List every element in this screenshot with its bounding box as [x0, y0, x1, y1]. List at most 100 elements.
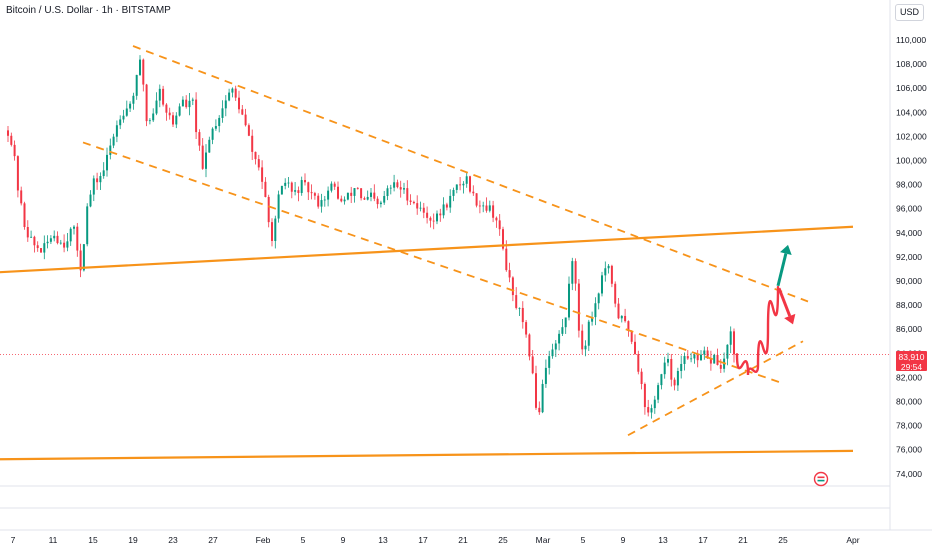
candle[interactable]	[409, 194, 412, 205]
candle[interactable]	[73, 225, 75, 235]
candle[interactable]	[257, 154, 260, 171]
candle[interactable]	[419, 201, 422, 212]
candle[interactable]	[690, 352, 693, 363]
candle[interactable]	[370, 187, 372, 202]
candle[interactable]	[366, 190, 369, 201]
candle[interactable]	[69, 227, 72, 246]
candle[interactable]	[386, 185, 389, 201]
candle[interactable]	[40, 247, 42, 253]
candle[interactable]	[492, 200, 495, 223]
candle[interactable]	[115, 120, 118, 143]
candle[interactable]	[89, 190, 92, 208]
candle[interactable]	[528, 333, 531, 361]
candle[interactable]	[607, 263, 610, 274]
candles[interactable]	[7, 55, 735, 419]
candle[interactable]	[571, 257, 574, 291]
candle[interactable]	[535, 365, 537, 410]
candle[interactable]	[294, 181, 297, 196]
candle[interactable]	[680, 355, 683, 379]
candle[interactable]	[356, 186, 359, 190]
candle[interactable]	[198, 129, 201, 151]
trendline-upper-horizontal[interactable]	[0, 225, 854, 274]
candle[interactable]	[700, 350, 702, 361]
candle[interactable]	[442, 197, 445, 219]
candle[interactable]	[482, 201, 485, 213]
candle[interactable]	[630, 330, 633, 345]
candle[interactable]	[604, 261, 607, 282]
candle[interactable]	[568, 276, 570, 321]
candle[interactable]	[30, 230, 33, 239]
trendlines[interactable]	[0, 45, 854, 461]
candle[interactable]	[49, 235, 52, 245]
candle[interactable]	[538, 401, 541, 415]
candle[interactable]	[383, 190, 386, 205]
candle[interactable]	[360, 187, 363, 201]
trendline-rising-support[interactable]	[627, 340, 804, 437]
candle[interactable]	[495, 216, 498, 228]
price-area[interactable]	[0, 45, 890, 509]
candle[interactable]	[56, 231, 59, 245]
candle[interactable]	[264, 177, 267, 198]
candle[interactable]	[43, 235, 46, 260]
candle[interactable]	[333, 181, 336, 190]
candle[interactable]	[122, 109, 125, 123]
candle[interactable]	[119, 115, 122, 130]
candle[interactable]	[16, 155, 19, 198]
candle[interactable]	[224, 95, 227, 117]
candle[interactable]	[640, 368, 643, 390]
candle[interactable]	[614, 281, 617, 308]
candle[interactable]	[713, 353, 716, 364]
candle[interactable]	[33, 235, 36, 253]
candle[interactable]	[627, 320, 630, 337]
candle[interactable]	[577, 278, 580, 338]
candle[interactable]	[465, 172, 468, 188]
candle[interactable]	[53, 230, 56, 242]
red-arrow-icon[interactable]	[777, 287, 796, 325]
candle[interactable]	[541, 379, 544, 414]
candle[interactable]	[455, 184, 458, 194]
candle[interactable]	[188, 93, 191, 116]
candle[interactable]	[594, 297, 597, 326]
candle[interactable]	[320, 193, 323, 213]
candle[interactable]	[208, 136, 211, 153]
candle[interactable]	[238, 90, 240, 114]
candle[interactable]	[379, 200, 382, 208]
candle[interactable]	[274, 215, 277, 249]
candle[interactable]	[350, 186, 353, 204]
candle[interactable]	[373, 184, 376, 202]
trendline-lower-horizontal[interactable]	[0, 449, 854, 461]
candle[interactable]	[653, 395, 656, 414]
candle[interactable]	[129, 101, 132, 112]
candle[interactable]	[624, 308, 627, 323]
candle[interactable]	[340, 195, 343, 203]
candle[interactable]	[432, 213, 435, 230]
candle[interactable]	[307, 181, 310, 201]
candle[interactable]	[112, 133, 115, 149]
candle[interactable]	[525, 319, 528, 338]
candle[interactable]	[172, 112, 174, 127]
candle[interactable]	[214, 119, 217, 131]
candle[interactable]	[610, 264, 613, 288]
candle[interactable]	[10, 132, 13, 147]
candle[interactable]	[300, 176, 303, 196]
candle[interactable]	[548, 350, 551, 375]
candle[interactable]	[502, 226, 504, 251]
candle[interactable]	[587, 319, 590, 351]
candle[interactable]	[310, 184, 313, 200]
candle[interactable]	[478, 200, 481, 214]
candle[interactable]	[211, 127, 214, 145]
candle[interactable]	[287, 177, 290, 188]
candle[interactable]	[445, 202, 448, 211]
candle[interactable]	[436, 210, 438, 225]
candle[interactable]	[13, 140, 16, 161]
candle[interactable]	[234, 85, 237, 101]
projection-curve[interactable]	[735, 285, 780, 376]
candle[interactable]	[554, 340, 557, 358]
candle[interactable]	[168, 107, 171, 120]
candle[interactable]	[422, 202, 425, 219]
candle[interactable]	[155, 92, 158, 116]
candle[interactable]	[191, 97, 194, 106]
candle[interactable]	[181, 96, 184, 107]
candle[interactable]	[327, 186, 330, 207]
candle[interactable]	[132, 92, 135, 110]
